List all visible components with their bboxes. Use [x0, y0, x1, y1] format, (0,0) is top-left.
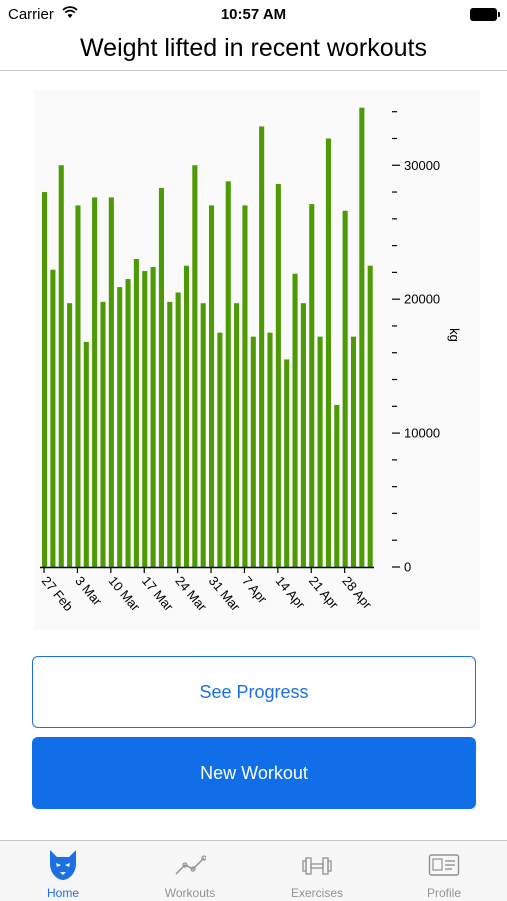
- bar: [117, 287, 123, 567]
- battery-icon: [470, 8, 500, 21]
- bar: [192, 165, 198, 567]
- tab-home[interactable]: Home: [0, 841, 126, 901]
- bar: [300, 303, 306, 567]
- wolf-icon: [50, 850, 76, 880]
- y-tick-label: 30000: [404, 158, 440, 173]
- bar: [133, 259, 139, 567]
- bar: [317, 336, 323, 567]
- bar: [225, 181, 231, 567]
- bar: [50, 269, 56, 567]
- chart-background: [34, 90, 480, 630]
- y-tick-label: 0: [404, 560, 411, 575]
- bar: [342, 210, 348, 568]
- wifi-icon: [62, 6, 78, 18]
- bar: [309, 204, 315, 567]
- bar: [75, 205, 81, 567]
- bar: [92, 197, 98, 567]
- carrier-label: Carrier: [8, 6, 54, 23]
- bar: [150, 267, 156, 567]
- bar: [250, 336, 256, 567]
- bar: [42, 192, 48, 567]
- nav-header: Weight lifted in recent workouts: [0, 28, 507, 71]
- bar: [58, 165, 64, 567]
- tab-workouts-label: Workouts: [164, 886, 216, 900]
- page-title: Weight lifted in recent workouts: [80, 34, 427, 62]
- bar: [183, 265, 190, 567]
- status-time: 10:57 AM: [220, 6, 287, 23]
- dumbbell-icon: [302, 857, 332, 875]
- bar: [275, 184, 281, 567]
- y-tick-label: 20000: [404, 292, 440, 307]
- bar: [175, 292, 181, 567]
- bar: [125, 279, 131, 567]
- bar: [334, 404, 340, 567]
- bar: [217, 332, 223, 567]
- bar: [209, 205, 215, 567]
- new-workout-button[interactable]: New Workout: [32, 737, 476, 809]
- bar: [67, 303, 73, 567]
- bar: [292, 273, 298, 567]
- bar: [242, 205, 248, 567]
- bar: [359, 107, 365, 568]
- bar: [367, 265, 373, 567]
- bar: [167, 301, 173, 567]
- bar: [350, 336, 357, 567]
- tab-bar: Home Workouts Exercises Profile: [0, 840, 507, 901]
- bar: [142, 271, 148, 567]
- weight-chart: 27 Feb 3 Mar 10 Mar 17 Mar 24 Mar 31 Mar 7 Apr…: [0, 80, 507, 640]
- id-card-icon: [428, 854, 460, 876]
- y-axis-label: kg: [447, 328, 462, 342]
- tab-workouts[interactable]: Workouts: [127, 841, 253, 901]
- bar: [83, 342, 89, 567]
- bar: [100, 301, 106, 567]
- y-tick-label: 10000: [404, 426, 440, 441]
- tab-profile-label: Profile: [426, 886, 461, 900]
- bar: [284, 359, 290, 567]
- tab-exercises[interactable]: Exercises: [254, 841, 380, 901]
- bar: [108, 197, 114, 567]
- tab-home-label: Home: [46, 886, 79, 900]
- bar: [325, 138, 331, 568]
- status-bar: Carrier 10:57 AM: [0, 0, 507, 28]
- bar: [267, 332, 273, 567]
- see-progress-button[interactable]: See Progress: [32, 656, 476, 728]
- bar: [234, 303, 240, 567]
- bar: [158, 188, 164, 567]
- bar: [259, 126, 265, 568]
- trend-line-icon: [175, 855, 206, 875]
- tab-profile[interactable]: Profile: [381, 841, 507, 901]
- bar: [200, 303, 206, 567]
- tab-exercises-label: Exercises: [290, 886, 343, 900]
